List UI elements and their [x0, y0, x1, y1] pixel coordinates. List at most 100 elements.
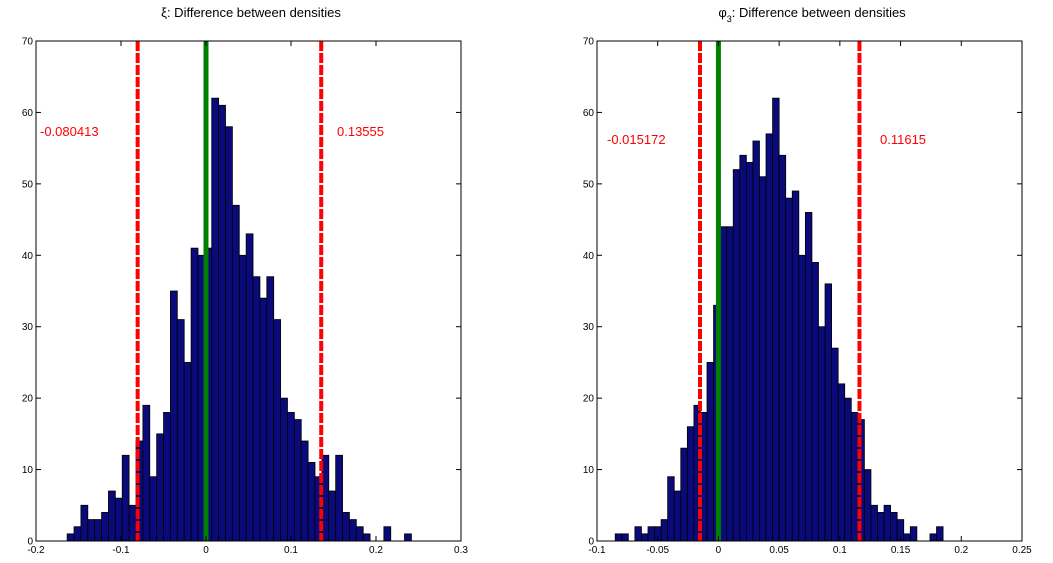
title-symbol: φ: [718, 5, 726, 20]
histogram-bar: [225, 126, 233, 542]
x-tick-label: 0.2: [369, 545, 383, 556]
histogram-bar: [850, 412, 859, 542]
histogram-bar: [890, 512, 898, 542]
histogram-bar: [73, 526, 82, 542]
histogram-bar: [641, 533, 649, 542]
y-tick-label: 20: [22, 394, 34, 405]
histogram-bar: [621, 533, 629, 542]
x-tick-label: -0.1: [588, 545, 606, 556]
x-tick-label: -0.05: [646, 545, 669, 556]
histogram-bar: [837, 383, 846, 542]
x-tick-label: 0.1: [284, 545, 298, 556]
histogram-bar: [824, 283, 832, 542]
histogram-bar: [80, 504, 89, 542]
histogram-bar: [252, 276, 261, 542]
histogram-bar: [667, 476, 675, 542]
vertical-lines-group: [135, 41, 324, 541]
histogram-bar: [142, 404, 151, 542]
y-tick-label: 50: [583, 179, 595, 190]
histogram-panel-xi: ξ: Difference between densities 0 10 20 30 4…: [22, 5, 469, 556]
histogram-bar: [759, 176, 767, 542]
histogram-bar: [660, 519, 669, 542]
plot-frame: [35, 40, 462, 542]
x-tick-label: 0.25: [1012, 545, 1032, 556]
histogram-bar: [765, 133, 773, 542]
histogram-bar: [218, 104, 226, 542]
histogram-bar: [293, 419, 302, 542]
x-tick-label: 0.05: [769, 545, 789, 556]
y-tick-label: 40: [22, 251, 34, 262]
y-tick-label: 70: [22, 37, 34, 48]
histogram-bar: [342, 512, 350, 542]
x-axis-ticks: -0.1 -0.05 0 0.05 0.1 0.15 0.2 0.25: [588, 41, 1032, 556]
histogram-bar: [404, 533, 412, 542]
title-subscript: 3: [727, 14, 732, 24]
plot-frame: [596, 40, 1023, 542]
histogram-bar: [94, 519, 102, 542]
x-tick-label: -0.1: [112, 545, 130, 556]
bars-group: [614, 97, 944, 542]
histogram-bar: [706, 362, 714, 542]
histogram-bar: [163, 412, 171, 542]
histogram-bar: [108, 490, 116, 542]
histogram-bar: [772, 97, 780, 542]
chart-title: φ3: Difference between densities: [718, 5, 906, 24]
histogram-bar: [778, 154, 787, 542]
y-tick-label: 10: [22, 465, 34, 476]
y-tick-label: 30: [22, 322, 34, 333]
histogram-bar: [877, 512, 885, 542]
histogram-bar: [739, 154, 747, 542]
histogram-bar: [798, 254, 806, 542]
histogram-bar: [785, 197, 793, 542]
histogram-bar: [719, 226, 728, 542]
histogram-bar: [259, 297, 268, 542]
histogram-bar: [87, 519, 96, 542]
histogram-bar: [349, 519, 357, 542]
histogram-bar: [726, 226, 734, 542]
histogram-bar: [266, 276, 275, 542]
x-tick-label: 0: [203, 545, 209, 556]
title-text: : Difference between densities: [167, 5, 341, 20]
histogram-bar: [936, 526, 944, 542]
histogram-bar: [287, 412, 295, 542]
y-tick-label: 0: [588, 537, 594, 548]
x-tick-label: 0.2: [954, 545, 968, 556]
histogram-bar: [66, 533, 75, 542]
histogram-bar: [929, 533, 937, 542]
histogram-bar: [909, 526, 918, 542]
histogram-bar: [156, 433, 164, 542]
histogram-bar: [752, 140, 760, 542]
y-axis-ticks: 0 10 20 30 40 50 60 70: [583, 37, 1022, 548]
y-tick-label: 60: [22, 108, 34, 119]
y-tick-label: 0: [27, 537, 33, 548]
y-tick-label: 70: [583, 37, 595, 48]
histogram-bar: [128, 504, 137, 542]
histogram-bar: [328, 490, 337, 542]
histogram-bar: [673, 490, 682, 542]
histogram-bar: [818, 326, 826, 542]
y-tick-label: 40: [583, 251, 595, 262]
x-axis-ticks: -0.2 -0.1 0 0.1 0.2 0.3: [27, 41, 468, 556]
title-text: : Difference between densities: [732, 5, 906, 20]
histogram-bar: [273, 319, 281, 542]
histogram-bar: [883, 504, 892, 542]
vertical-lines-group: [698, 41, 862, 541]
bars-group: [66, 97, 412, 542]
histogram-bar: [647, 526, 655, 542]
y-tick-label: 50: [22, 179, 34, 190]
x-tick-label: 0.1: [833, 545, 847, 556]
histogram-bar: [362, 533, 371, 542]
histogram-bar: [231, 204, 240, 542]
x-tick-label: 0.15: [891, 545, 911, 556]
y-tick-label: 30: [583, 322, 595, 333]
histogram-bar: [300, 440, 309, 542]
histogram-bar: [903, 533, 911, 542]
histogram-bar: [614, 533, 623, 542]
histogram-bar: [383, 526, 392, 542]
histogram-bar: [170, 290, 178, 542]
y-tick-label: 20: [583, 394, 595, 405]
histogram-bar: [680, 447, 688, 542]
histogram-bar: [114, 497, 123, 542]
title-symbol: ξ: [161, 5, 167, 20]
